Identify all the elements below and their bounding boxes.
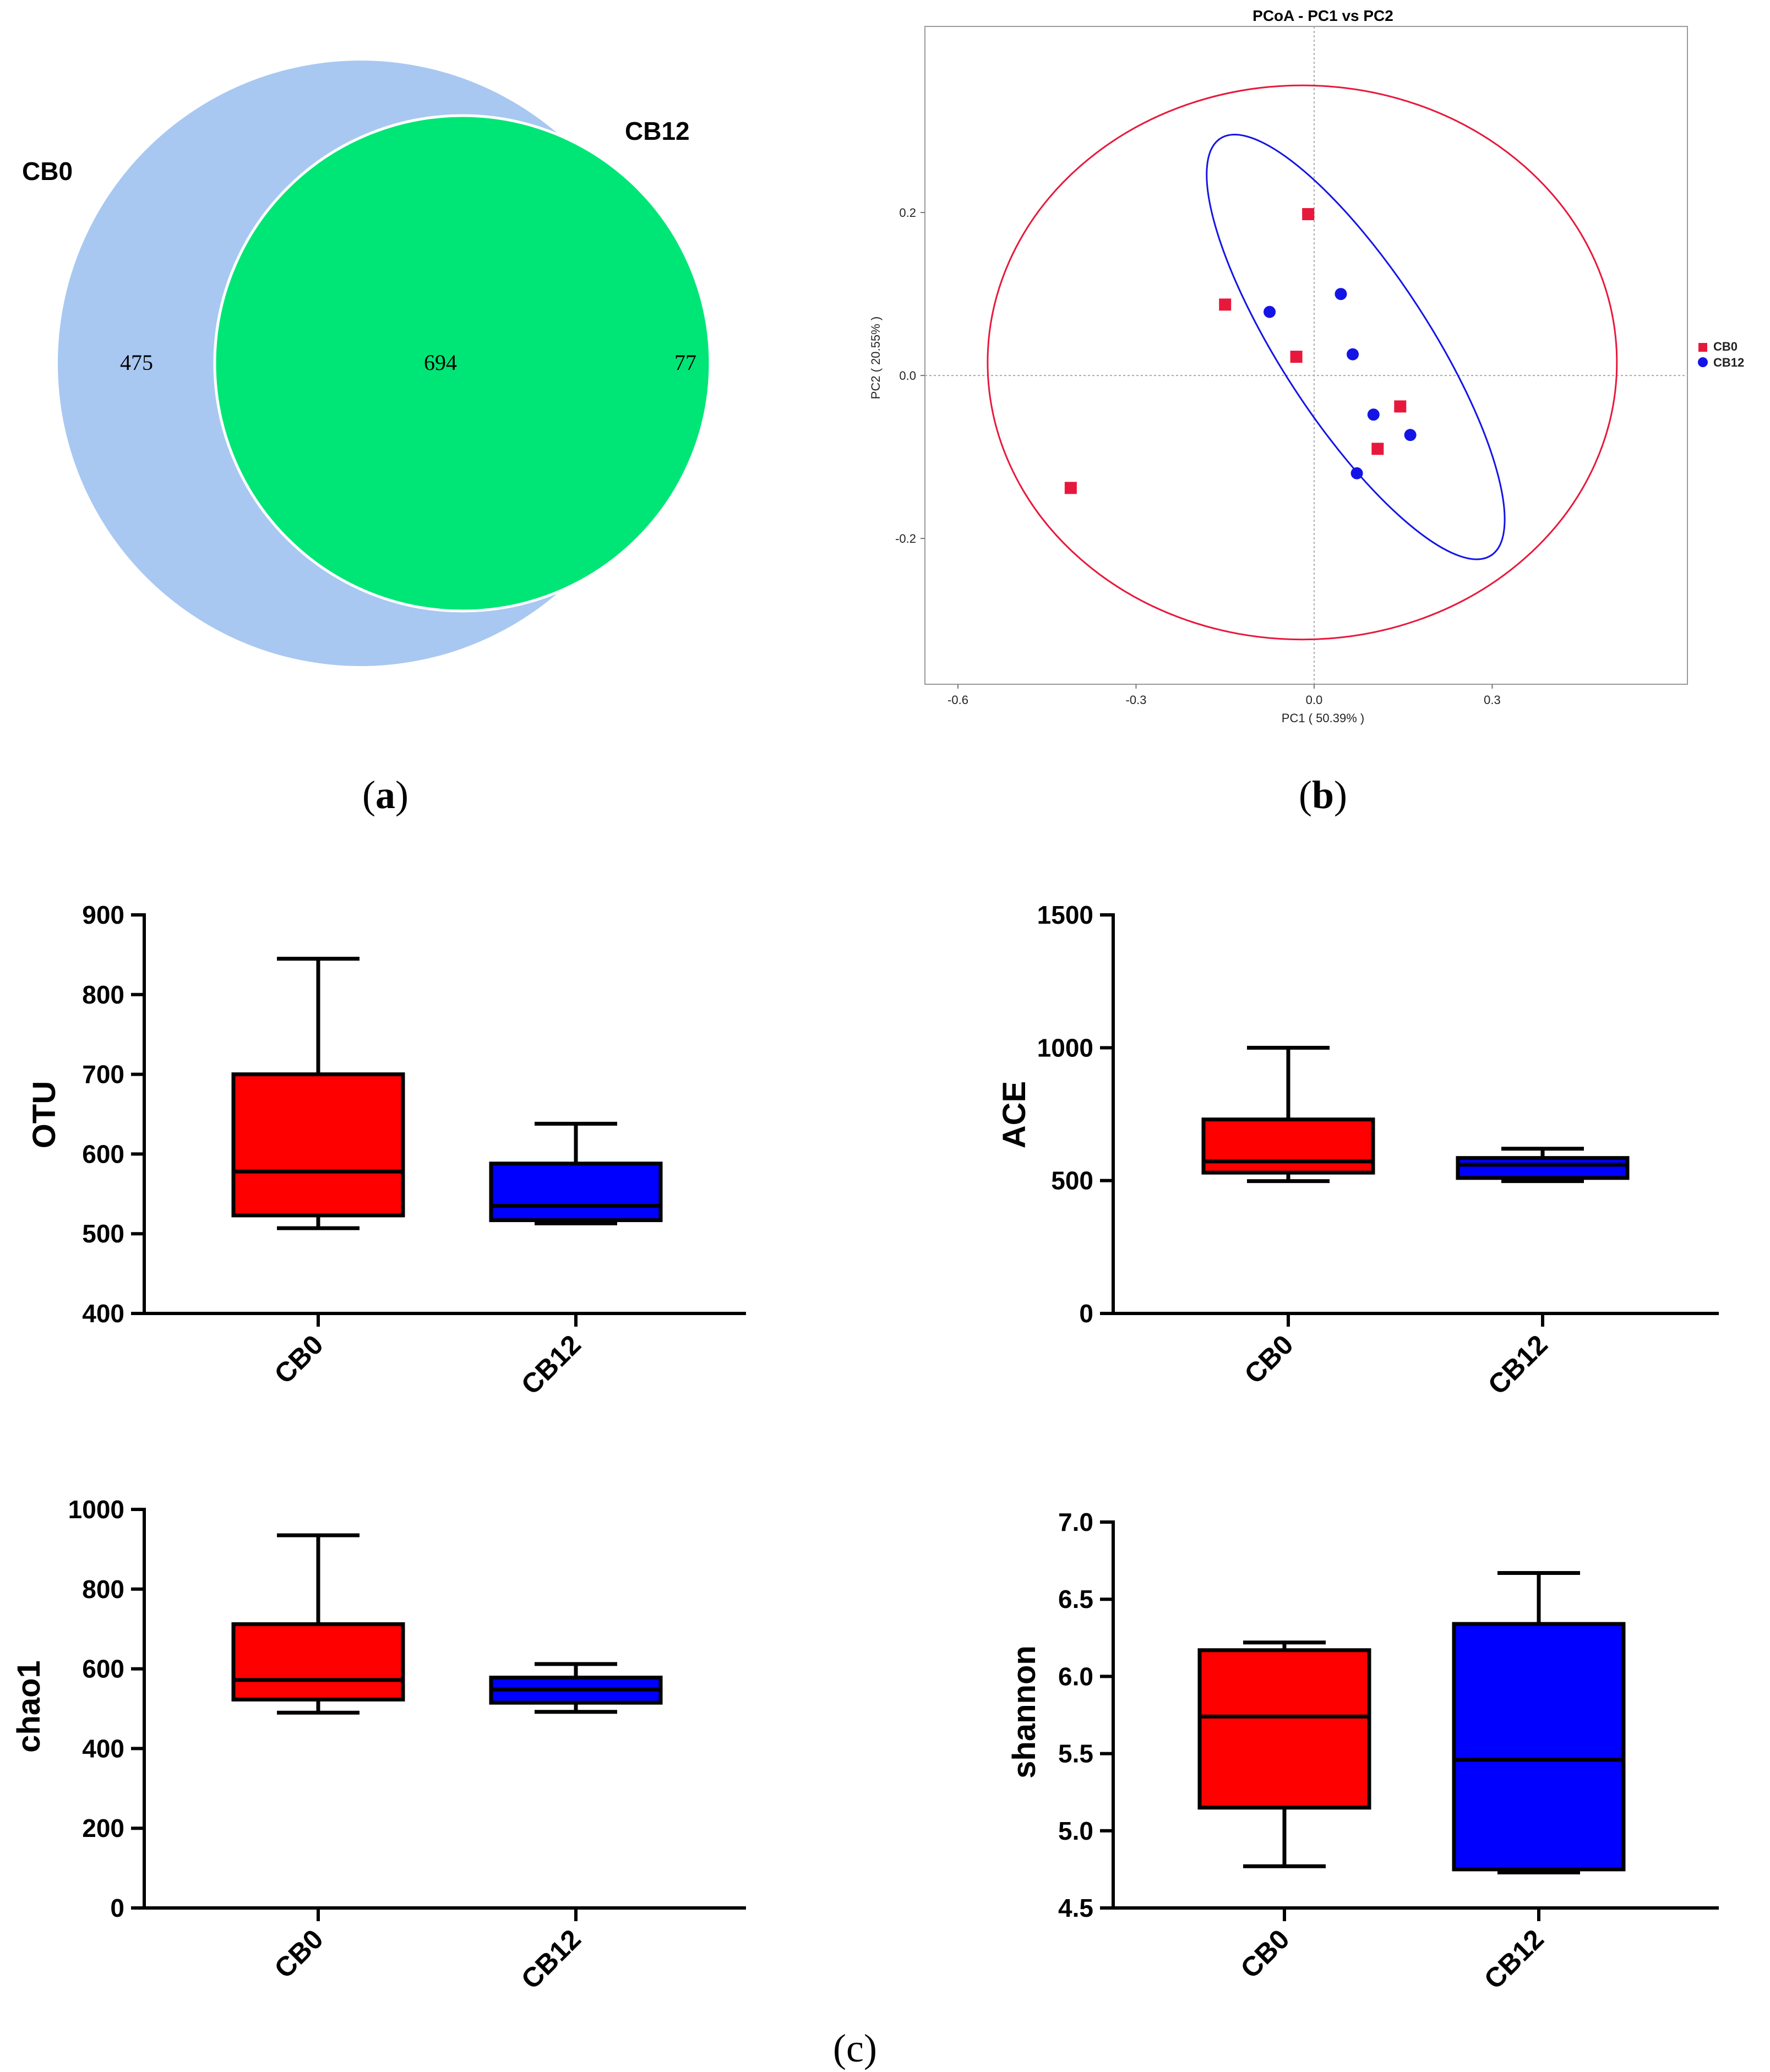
boxplot-ace-y-tick-label: 0 (1079, 1299, 1093, 1328)
boxplot-ace-y-tick-label: 500 (1051, 1166, 1093, 1195)
boxplot-chao1-y-tick-label: 0 (110, 1894, 124, 1922)
boxplot-chao1-y-tick-label: 400 (82, 1734, 124, 1763)
legend-label-cb12: CB12 (1713, 356, 1744, 369)
pcoa-ellipse-cb0 (987, 84, 1618, 641)
venn-label-cb0: CB0 (22, 157, 73, 186)
pcoa-point-cb12 (1350, 467, 1363, 479)
pcoa-point-cb0 (1371, 443, 1384, 455)
boxplot-shannon-cb0-box (1197, 1648, 1371, 1810)
boxplot-shannon-y-tick-label: 5.5 (1058, 1740, 1093, 1768)
boxplot-shannon-y-tick-label: 4.5 (1058, 1894, 1093, 1922)
boxplot-otu-cb0-box (231, 1072, 405, 1218)
legend-marker-cb12 (1698, 357, 1708, 367)
venn-count-cb12-only: 77 (674, 350, 696, 375)
pcoa-point-cb12 (1347, 348, 1359, 361)
boxplot-chao1-y-tick-label: 600 (82, 1655, 124, 1683)
pcoa-point-cb12 (1263, 306, 1276, 318)
boxplot-otu-cb12-box (489, 1162, 663, 1223)
pcoa-confidence-ellipses (987, 84, 1618, 641)
boxplot-shannon-y-tick-label: 6.0 (1058, 1662, 1093, 1691)
panel-label-a: (a) (362, 773, 409, 817)
pcoa-point-cb0 (1064, 482, 1077, 494)
pcoa-point-cb12 (1335, 288, 1347, 301)
pcoa-x-tick-label: -0.3 (1126, 693, 1147, 707)
boxplot-shannon-y-tick-label: 7.0 (1058, 1508, 1093, 1536)
pcoa-x-ticks: -0.6 -0.3 0.0 0.3 (947, 684, 1501, 707)
panel-label-b: (b) (1299, 773, 1347, 817)
pcoa-y-tick-label: 0.2 (899, 206, 916, 220)
boxplot-otu-y-tick-label: 400 (82, 1299, 124, 1328)
boxplot-chao1-y-tick-label: 200 (82, 1814, 124, 1842)
boxplot-shannon-y-tick-label: 6.5 (1058, 1585, 1093, 1613)
pcoa-x-label: PC1 ( 50.39% ) (1282, 711, 1364, 725)
venn-count-cb0-only: 475 (120, 350, 153, 375)
boxplot-ace-y-tick-label: 1500 (1037, 901, 1093, 929)
pcoa-title: PCoA - PC1 vs PC2 (1252, 7, 1393, 24)
pcoa-ellipse-cb12 (1206, 134, 1506, 560)
boxplot-shannon-ylabel: shannon (1006, 1645, 1042, 1779)
venn-label-cb12: CB12 (625, 117, 690, 145)
legend-label-cb0: CB0 (1713, 340, 1738, 353)
venn-diagram: CB0 CB12 475 694 77 (22, 61, 712, 666)
pcoa-point-cb12 (1367, 408, 1380, 421)
boxplot-otu-y-tick-label: 800 (82, 980, 124, 1009)
boxplot-otu-y-tick-label: 500 (82, 1219, 124, 1248)
boxplot-shannon-y-tick-label: 5.0 (1058, 1817, 1093, 1845)
pcoa-point-cb0 (1302, 208, 1315, 221)
pcoa-y-ticks: -0.2 0.0 0.2 (895, 206, 925, 546)
venn-circle-cb12 (213, 114, 712, 613)
pcoa-point-cb12 (1404, 429, 1417, 441)
pcoa-y-label: PC2 ( 20.55% ) (869, 317, 883, 399)
boxplot-ace-cb0-box (1201, 1117, 1375, 1175)
boxplot-otu-y-tick-label: 700 (82, 1060, 124, 1089)
pcoa-zero-lines (925, 26, 1687, 684)
pcoa-point-cb0 (1219, 298, 1232, 311)
boxplot-ace-ylabel: ACE (996, 1081, 1032, 1148)
boxplot-ace-cb12-box (1456, 1156, 1630, 1180)
boxplot-shannon-cb12-box (1452, 1622, 1626, 1872)
pcoa-point-cb0 (1290, 351, 1303, 363)
panel-label-c: (c) (833, 2026, 877, 2070)
boxplot-chao1-cb0-box (231, 1622, 405, 1702)
legend-marker-cb0 (1698, 343, 1707, 352)
pcoa-x-tick-label: 0.3 (1484, 693, 1501, 707)
boxplot-otu-ylabel: OTU (26, 1081, 62, 1148)
pcoa-x-tick-label: -0.6 (947, 693, 968, 707)
boxplot-otu-y-tick-label: 900 (82, 901, 124, 929)
pcoa-points (1064, 208, 1417, 494)
boxplot-otu-y-tick-label: 600 (82, 1139, 124, 1168)
boxplot-ace-y-tick-label: 1000 (1037, 1033, 1093, 1062)
pcoa-point-cb0 (1394, 400, 1407, 413)
pcoa-legend: CB0 CB12 (1698, 340, 1744, 369)
pcoa-y-tick-label: -0.2 (895, 532, 916, 546)
pcoa-frame (924, 26, 1688, 685)
pcoa-y-tick-label: 0.0 (899, 369, 916, 383)
boxplot-chao1-ylabel: chao1 (11, 1660, 47, 1753)
pcoa-plot: PCoA - PC1 vs PC2 -0.6 -0.3 0.0 0.3 -0.2 0.0… (869, 7, 1744, 725)
pcoa-x-tick-label: 0.0 (1306, 693, 1323, 707)
venn-count-shared: 694 (424, 350, 457, 375)
boxplot-chao1-y-tick-label: 800 (82, 1575, 124, 1604)
boxplot-chao1-y-tick-label: 1000 (68, 1495, 124, 1524)
